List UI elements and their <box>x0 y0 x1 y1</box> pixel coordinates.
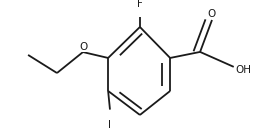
Text: OH: OH <box>236 65 252 75</box>
Text: O: O <box>80 42 88 52</box>
Text: I: I <box>108 120 112 130</box>
Text: F: F <box>137 0 143 9</box>
Text: O: O <box>207 9 215 19</box>
